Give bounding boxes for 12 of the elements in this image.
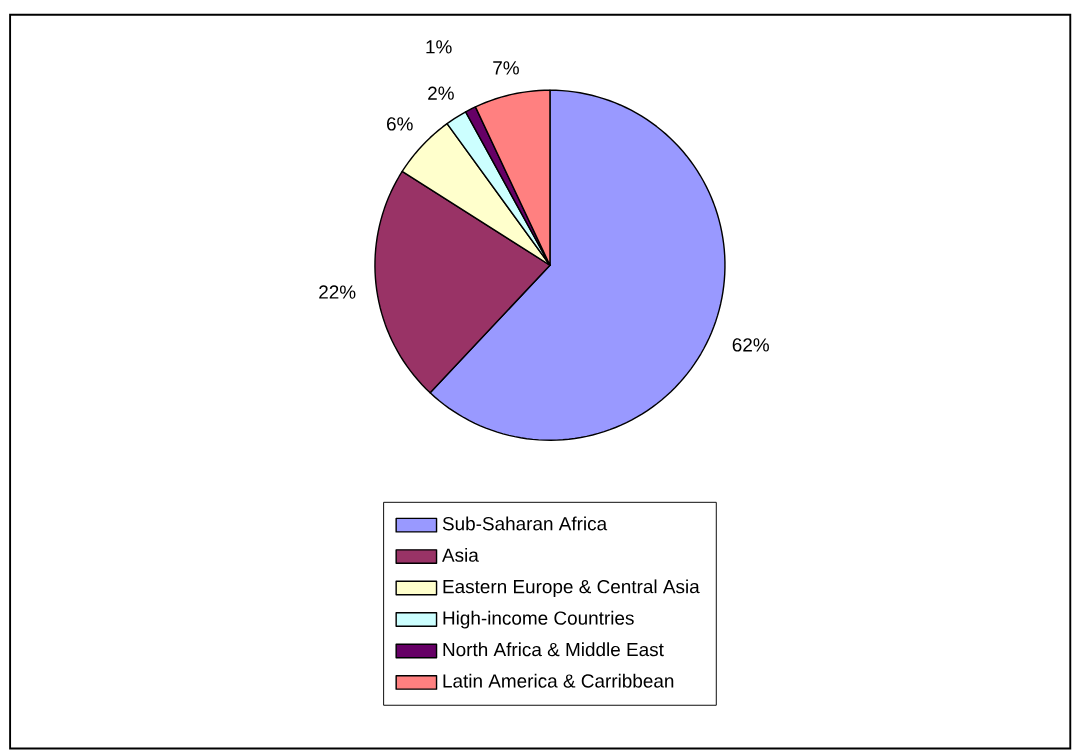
data-label: 22%: [319, 285, 356, 299]
data-label: 62%: [732, 338, 769, 352]
data-label: 7%: [493, 61, 519, 75]
legend-label: Asia: [442, 547, 479, 562]
data-label: 1%: [426, 40, 452, 54]
data-label: 2%: [428, 86, 454, 100]
legend-label: Eastern Europe & Central Asia: [443, 579, 700, 597]
legend-label: Sub-Saharan Africa: [442, 516, 608, 531]
legend-label: High-income Countries: [443, 610, 634, 629]
legend-label: North Africa & Middle East: [443, 642, 664, 657]
data-label: 6%: [387, 117, 413, 131]
legend-label: Latin America & Carribbean: [443, 673, 674, 688]
